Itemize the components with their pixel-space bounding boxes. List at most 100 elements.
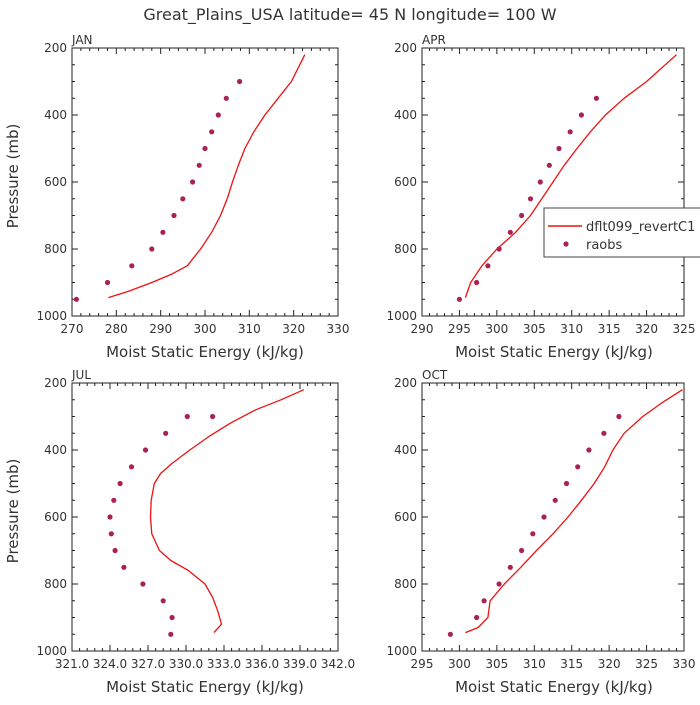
raobs-point bbox=[215, 112, 221, 118]
raobs-point bbox=[171, 212, 177, 219]
x-tick-label: 320 bbox=[635, 322, 658, 336]
raobs-point bbox=[541, 514, 547, 520]
x-tick-label: 320 bbox=[598, 657, 621, 671]
raobs-point bbox=[519, 547, 525, 554]
raobs-point bbox=[108, 531, 114, 537]
y-tick-label: 400 bbox=[44, 108, 67, 122]
raobs-point bbox=[73, 296, 79, 302]
raobs-point bbox=[223, 95, 229, 101]
x-tick-label: 305 bbox=[485, 657, 508, 671]
raobs-point bbox=[107, 514, 113, 520]
panel-title: JUL bbox=[71, 368, 91, 382]
x-tick-label: 324.0 bbox=[93, 657, 127, 671]
raobs-point bbox=[111, 497, 117, 503]
raobs-point bbox=[496, 246, 502, 252]
raobs-point bbox=[530, 531, 536, 537]
y-tick-label: 600 bbox=[44, 510, 67, 524]
x-tick-label: 290 bbox=[149, 322, 172, 336]
x-tick-label: 342.0 bbox=[321, 657, 355, 671]
figure-title: Great_Plains_USA latitude= 45 N longitud… bbox=[143, 5, 556, 25]
x-tick-label: 327.0 bbox=[131, 657, 165, 671]
legend-dot-swatch bbox=[563, 241, 569, 247]
raobs-point bbox=[128, 464, 135, 470]
y-tick-label: 1000 bbox=[386, 309, 417, 323]
raobs-point bbox=[202, 145, 208, 152]
raobs-point bbox=[527, 196, 534, 202]
y-tick-label: 600 bbox=[44, 175, 67, 189]
raobs-point bbox=[567, 129, 573, 135]
raobs-point bbox=[140, 581, 146, 587]
y-tick-label: 1000 bbox=[386, 644, 417, 658]
x-tick-label: 325 bbox=[673, 322, 696, 336]
raobs-point bbox=[474, 279, 480, 286]
x-tick-label: 333.0 bbox=[207, 657, 241, 671]
raobs-point bbox=[586, 447, 592, 453]
raobs-point bbox=[129, 263, 135, 269]
x-tick-label: 330.0 bbox=[169, 657, 203, 671]
raobs-point bbox=[552, 497, 558, 503]
x-tick-label: 310 bbox=[523, 657, 546, 671]
raobs-point bbox=[190, 179, 196, 185]
x-axis-label: Moist Static Energy (kJ/kg) bbox=[455, 343, 653, 361]
y-tick-label: 800 bbox=[44, 242, 67, 256]
model-profile-line bbox=[464, 54, 677, 298]
raobs-point bbox=[593, 95, 600, 101]
panel-title: OCT bbox=[422, 368, 448, 382]
x-tick-label: 270 bbox=[61, 322, 84, 336]
raobs-point bbox=[196, 162, 202, 168]
x-axis-label: Moist Static Energy (kJ/kg) bbox=[106, 678, 304, 696]
y-tick-label: 1000 bbox=[36, 309, 67, 323]
raobs-point bbox=[556, 145, 562, 152]
x-tick-label: 336.0 bbox=[245, 657, 279, 671]
y-tick-label: 600 bbox=[394, 510, 417, 524]
legend-label-model: dflt099_revertC1 bbox=[586, 220, 695, 235]
raobs-point bbox=[163, 430, 169, 436]
raobs-point bbox=[485, 263, 491, 269]
x-tick-label: 315 bbox=[598, 322, 621, 336]
x-axis-label: Moist Static Energy (kJ/kg) bbox=[106, 343, 304, 361]
raobs-point bbox=[168, 631, 174, 637]
y-tick-label: 1000 bbox=[36, 644, 67, 658]
plot-frame bbox=[71, 47, 339, 317]
raobs-point bbox=[519, 212, 525, 219]
raobs-point bbox=[180, 196, 186, 202]
x-tick-label: 339.0 bbox=[283, 657, 317, 671]
raobs-point bbox=[112, 547, 118, 554]
raobs-point bbox=[121, 564, 127, 570]
raobs-point bbox=[142, 447, 149, 453]
x-tick-label: 295 bbox=[411, 657, 434, 671]
y-tick-label: 200 bbox=[394, 376, 417, 390]
y-axis-label: Pressure (mb) bbox=[4, 124, 22, 229]
x-tick-label: 310 bbox=[560, 322, 583, 336]
raobs-point bbox=[537, 179, 543, 185]
x-tick-label: 310 bbox=[238, 322, 261, 336]
raobs-point bbox=[456, 296, 462, 302]
raobs-point bbox=[575, 464, 581, 470]
raobs-point bbox=[578, 112, 585, 118]
x-tick-label: 305 bbox=[523, 322, 546, 336]
x-tick-label: 320 bbox=[282, 322, 305, 336]
y-tick-label: 800 bbox=[394, 242, 417, 256]
x-tick-label: 300 bbox=[448, 657, 471, 671]
raobs-point bbox=[149, 246, 155, 252]
y-tick-label: 400 bbox=[394, 108, 417, 122]
y-tick-label: 200 bbox=[44, 376, 67, 390]
raobs-point bbox=[104, 279, 111, 286]
plot-frame bbox=[421, 382, 685, 652]
x-tick-label: 300 bbox=[194, 322, 217, 336]
panel-jan: JAN Moist Static Energy (kJ/kg) Pressure… bbox=[4, 33, 349, 361]
raobs-point bbox=[447, 631, 453, 637]
raobs-point bbox=[210, 413, 216, 420]
raobs-point bbox=[546, 162, 552, 168]
x-tick-label: 290 bbox=[411, 322, 434, 336]
model-profile-line bbox=[465, 389, 683, 634]
raobs-point bbox=[563, 480, 570, 487]
raobs-point bbox=[160, 598, 166, 604]
raobs-point bbox=[169, 614, 175, 621]
raobs-point bbox=[117, 480, 123, 487]
panel-title: APR bbox=[422, 33, 446, 47]
panel-jul: JUL Moist Static Energy (kJ/kg) Pressure… bbox=[4, 368, 355, 696]
y-tick-label: 400 bbox=[44, 443, 67, 457]
y-tick-label: 800 bbox=[44, 577, 67, 591]
